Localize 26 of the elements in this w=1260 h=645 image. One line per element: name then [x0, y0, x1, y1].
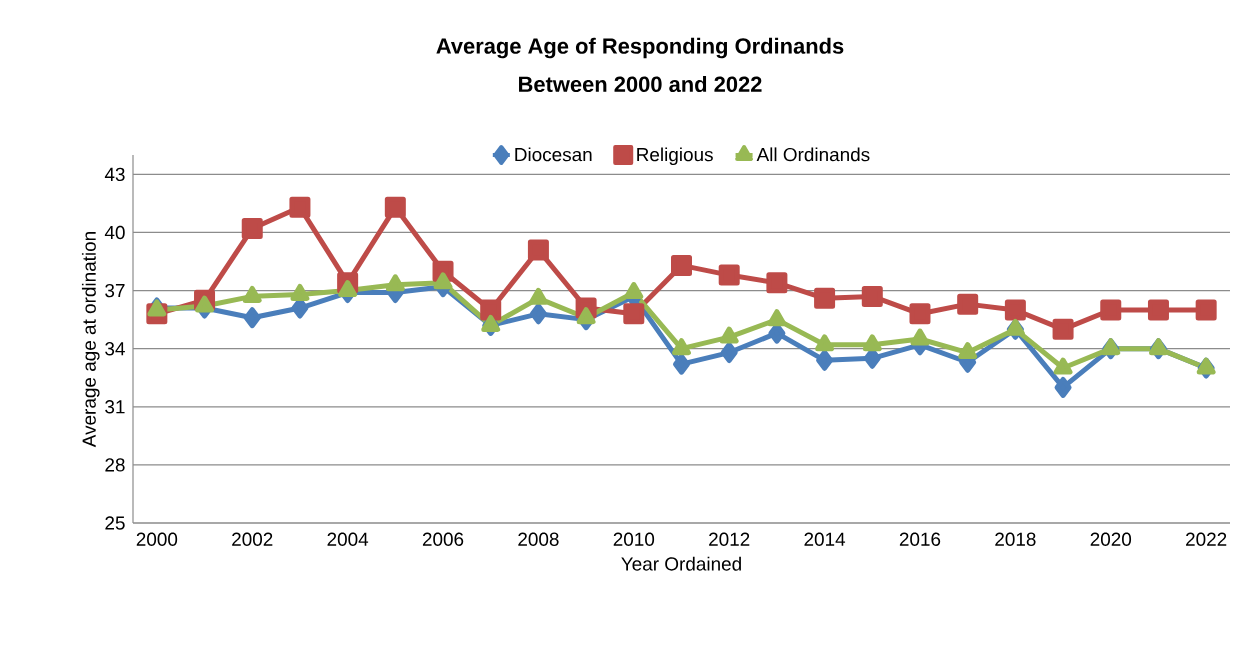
- y-tick-label: 40: [104, 225, 125, 240]
- y-tick-label: 43: [104, 167, 125, 182]
- y-tick-label: 25: [105, 516, 125, 530]
- chart-subtitle: Between 2000 and 2022: [519, 75, 762, 93]
- legend-label: Religious: [637, 147, 713, 166]
- x-tick-label: 2004: [327, 532, 369, 546]
- x-tick-label: 2006: [422, 532, 464, 546]
- x-tick-label: 2018: [995, 532, 1036, 546]
- x-tick-label: 2010: [613, 532, 655, 546]
- x-axis-title: Year Ordained: [621, 556, 741, 571]
- chart-title: Average Age of Responding Ordinands: [436, 37, 844, 59]
- x-tick-label: 2002: [232, 532, 273, 546]
- y-tick-label: 37: [105, 283, 125, 298]
- x-tick-label: 2012: [709, 532, 750, 546]
- x-tick-label: 2000: [136, 532, 178, 546]
- y-tick-label: 31: [105, 400, 125, 414]
- legend-label: All Ordinands: [756, 147, 870, 162]
- x-tick-label: 2008: [518, 532, 559, 546]
- y-tick-label: 34: [105, 341, 125, 356]
- x-tick-label: 2016: [899, 532, 941, 546]
- legend-label: Diocesan: [515, 147, 592, 162]
- y-axis-title: Average age at ordination: [81, 232, 100, 448]
- x-tick-label: 2014: [804, 532, 846, 546]
- x-tick-label: 2022: [1186, 532, 1227, 546]
- y-tick-label: 28: [105, 458, 125, 472]
- x-tick-label: 2020: [1090, 532, 1132, 546]
